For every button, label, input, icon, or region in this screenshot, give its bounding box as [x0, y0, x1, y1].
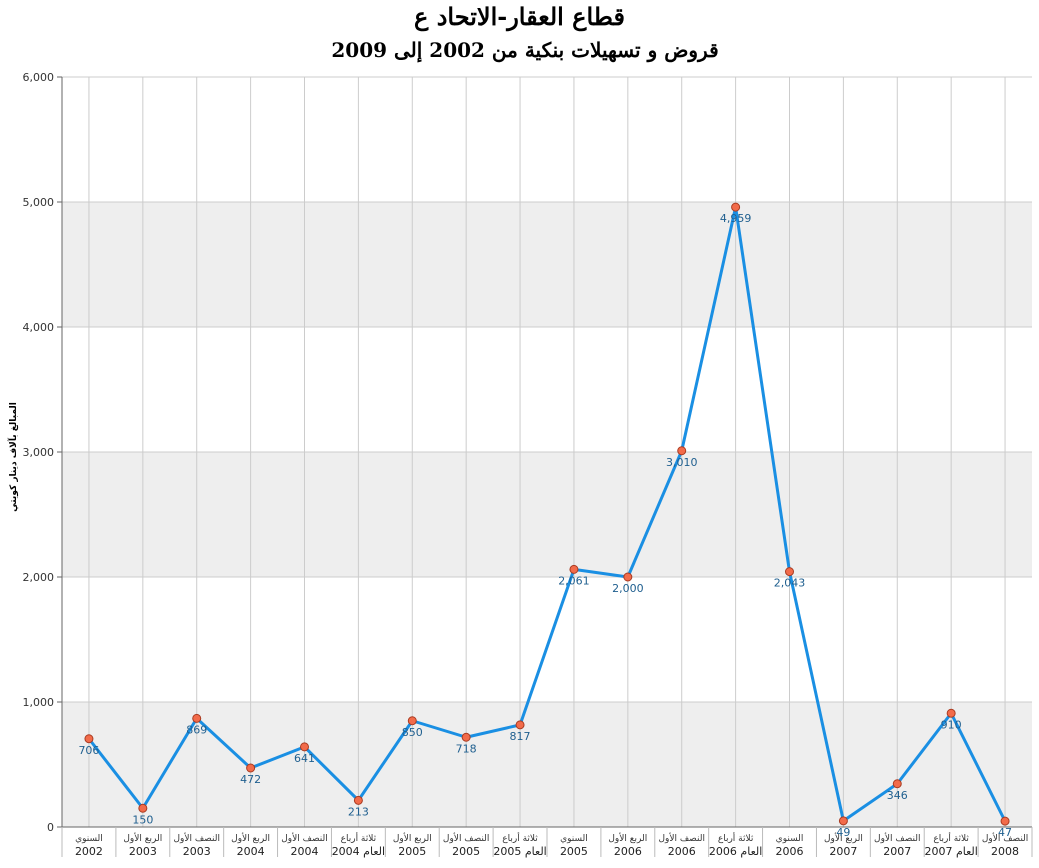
data-label: 472 [240, 773, 261, 786]
data-point [838, 816, 848, 826]
data-label: 817 [510, 730, 531, 743]
data-label: 641 [294, 752, 315, 765]
data-point [892, 779, 902, 789]
data-label: 706 [78, 744, 99, 757]
series-line [87, 205, 1007, 823]
data-label: 150 [132, 813, 153, 826]
data-label: 4,959 [720, 212, 752, 225]
y-tick-label: 0 [47, 821, 54, 834]
data-label: 2,043 [774, 577, 806, 590]
x-tick-label-year: العام 2007 [924, 845, 977, 858]
x-tick-label-year: 2005 [398, 845, 426, 858]
y-ticks: 0 1,000 2,000 3,000 4,000 5,000 6,000 [23, 71, 55, 834]
data-point [461, 732, 471, 742]
data-label: 49 [836, 826, 850, 839]
x-tick-label-period: النصف الأول [658, 832, 704, 844]
x-tick-label-period: النصف الأول [443, 832, 489, 844]
series-line [87, 205, 1007, 823]
y-tick-label: 5,000 [23, 196, 55, 209]
data-label: 869 [186, 723, 207, 736]
x-tick-label-period: الربع الأول [608, 832, 647, 844]
data-labels: 706 150 869 472 641 213 850 718 817 2,061 2,000 3,0… [78, 212, 1012, 839]
x-tick-label-period: ثلاثة أرباع [933, 832, 969, 844]
data-label: 850 [402, 726, 423, 739]
y-tick-label: 4,000 [23, 321, 55, 334]
data-point [300, 742, 309, 752]
x-tick-label-period: الربع الأول [824, 832, 863, 844]
x-tick-label-year: 2003 [183, 845, 211, 858]
data-point [246, 763, 256, 773]
x-tick-label-year: 2007 [829, 845, 857, 858]
data-point [946, 708, 956, 718]
data-point [353, 795, 363, 805]
x-tick-label-period: السنوي [75, 834, 103, 844]
y-tick-label: 1,000 [23, 696, 55, 709]
data-point [1000, 816, 1010, 826]
x-tick-label-year: 2003 [129, 845, 157, 858]
x-tick-label-year: العام 2005 [493, 845, 546, 858]
x-tick-label-period: النصف الأول [982, 832, 1028, 844]
y-tick-label: 3,000 [23, 446, 55, 459]
x-tick-label-year: 2008 [991, 845, 1019, 858]
x-tick-label-period: النصف الأول [173, 832, 219, 844]
chart-title: قطاع العقار-الاتحاد ع [414, 2, 625, 31]
data-label: 213 [348, 805, 369, 818]
x-tick-label-year: 2002 [75, 845, 103, 858]
data-point [192, 713, 202, 723]
data-point [785, 567, 794, 577]
x-tick-label-period: الربع الأول [123, 832, 162, 844]
data-label: 3,010 [666, 456, 698, 469]
data-point [515, 720, 525, 730]
x-tick-label-period: النصف الأول [874, 832, 920, 844]
x-tick-label-period: ثلاثة أرباع [502, 832, 538, 844]
x-tick-label-year: 2006 [776, 845, 804, 858]
data-label: 346 [887, 789, 908, 802]
data-point [569, 564, 579, 574]
plot-band [62, 202, 1032, 327]
x-tick-label-period: الربع الأول [231, 832, 270, 844]
x-tick-label-period: النصف الأول [281, 832, 327, 844]
x-tick-label-year: 2007 [883, 845, 911, 858]
data-label: 2,061 [558, 574, 590, 587]
x-tick-label-year: 2006 [668, 845, 696, 858]
x-tick-label-period: السنوي [560, 834, 588, 844]
x-tick-label-period: ثلاثة أرباع [341, 832, 377, 844]
plot-band [62, 702, 1032, 827]
plot-bands [62, 202, 1032, 827]
x-tick-label-period: ثلاثة أرباع [718, 832, 754, 844]
x-tick-label-year: العام 2006 [709, 845, 762, 858]
x-tick-label-year: العام 2004 [332, 845, 385, 858]
y-tick-label: 2,000 [23, 571, 55, 584]
data-point [731, 202, 741, 212]
x-tick-label-period: السنوي [776, 834, 804, 844]
data-label: 718 [456, 742, 477, 755]
data-points [84, 202, 1010, 826]
data-point [677, 446, 687, 456]
data-point [407, 716, 417, 726]
data-label: 910 [941, 718, 962, 731]
y-tick-label: 6,000 [23, 71, 55, 84]
grid-lines [62, 76, 1032, 828]
data-point [623, 572, 633, 582]
chart-subtitle: قروض و تسهيلات بنكية من 2002 إلى 2009 [331, 38, 719, 62]
x-tick-label-year: 2004 [291, 845, 319, 858]
axes [57, 76, 1033, 857]
x-tick-label-year: 2005 [560, 845, 588, 858]
data-point [138, 803, 148, 813]
data-point [84, 734, 94, 744]
plot-band [62, 452, 1032, 577]
x-tick-label-year: 2005 [452, 845, 480, 858]
data-label: 47 [998, 826, 1012, 839]
data-label: 2,000 [612, 582, 644, 595]
x-tick-label-period: الربع الأول [393, 832, 432, 844]
x-tick-label-year: 2006 [614, 845, 642, 858]
x-tick-label-year: 2004 [237, 845, 265, 858]
